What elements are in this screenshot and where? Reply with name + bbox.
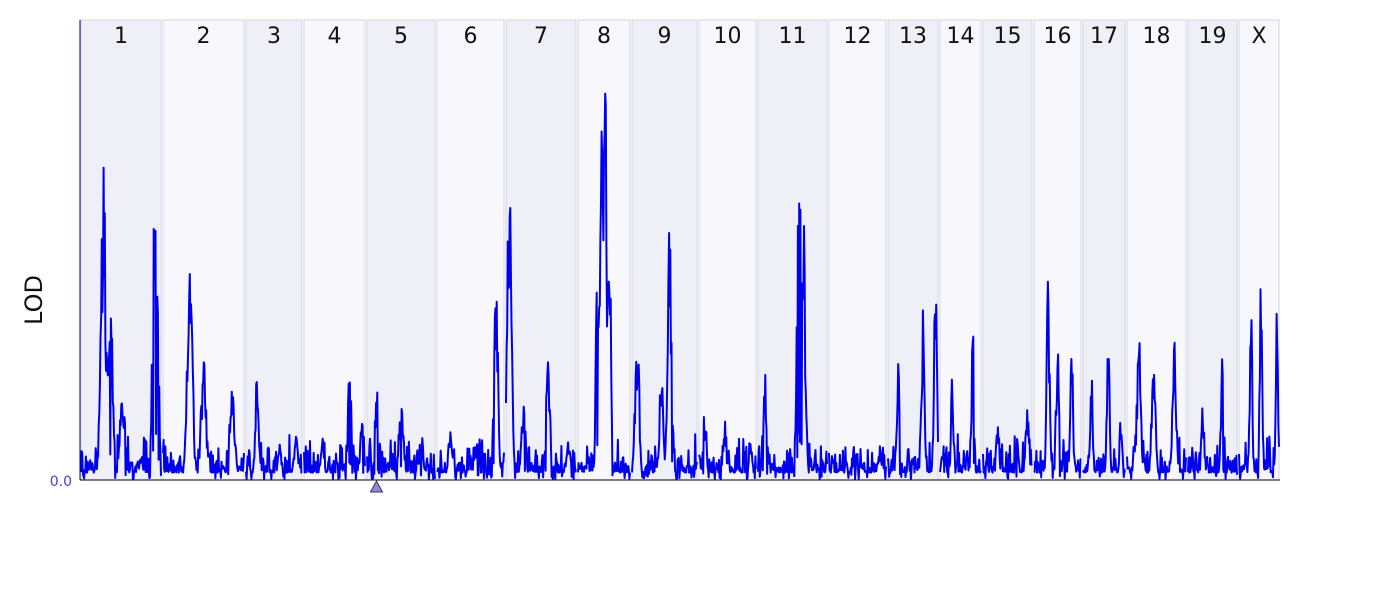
lod-line-chr-14 [939, 335, 982, 479]
chromosome-label-7: 7 [534, 24, 548, 49]
chromosome-label-10: 10 [714, 24, 742, 49]
y-axis-label: LOD [20, 275, 48, 325]
marker-triangle-icon[interactable] [369, 479, 384, 493]
chromosome-label-X: X [1251, 24, 1266, 49]
chromosome-label-5: 5 [394, 24, 408, 49]
lod-curve [80, 92, 1280, 480]
chromosome-band-7 [505, 19, 577, 481]
chromosome-band-3 [245, 19, 303, 481]
chromosome-band-11 [757, 19, 828, 481]
chromosome-band-19 [1187, 19, 1238, 481]
chromosome-label-8: 8 [597, 24, 611, 49]
lod-line-chr-13 [887, 303, 939, 480]
chromosome-band-2 [162, 19, 245, 481]
chromosome-label-11: 11 [779, 24, 807, 49]
chromosome-band-14 [939, 19, 982, 481]
chromosome-label-4: 4 [328, 24, 342, 49]
chromosome-label-6: 6 [464, 24, 478, 49]
chromosome-band-13 [887, 19, 939, 481]
chromosome-band-6 [436, 19, 505, 481]
chromosome-band-4 [303, 19, 366, 481]
chromosome-band-9 [631, 19, 698, 481]
lod-line-chr-2 [162, 273, 245, 480]
lod-line-chr-3 [245, 381, 303, 480]
lod-line-chr-15 [982, 409, 1033, 480]
lod-line-chr-12 [828, 445, 887, 480]
chromosome-label-13: 13 [899, 24, 927, 49]
lod-line-chr-6 [436, 300, 505, 480]
lod-line-chr-16 [1033, 280, 1082, 480]
chromosome-labels: 1 2 3 4 5 6 7 8 9 10 11 12 13 14 15 16 17 18 19 X [114, 24, 1267, 49]
chromosome-label-9: 9 [658, 24, 672, 49]
chromosome-band-8 [577, 19, 631, 481]
chromosome-label-15: 15 [994, 24, 1022, 49]
lod-line-chr-7 [505, 207, 577, 480]
lod-line-chr-5 [366, 391, 436, 480]
lod-line-chr-8 [577, 92, 631, 480]
chromosome-label-12: 12 [844, 24, 872, 49]
lod-line-chr-10 [698, 416, 757, 480]
lod-line-chr-18 [1126, 341, 1187, 480]
chromosome-band-15 [982, 19, 1033, 481]
lod-line-chr-4 [303, 381, 366, 480]
lod-line-chr-17 [1082, 358, 1126, 478]
chromosome-label-2: 2 [197, 24, 211, 49]
lod-line-chr-X [1238, 288, 1280, 480]
chromosome-bands [80, 19, 1280, 481]
chromosome-band-17 [1082, 19, 1126, 481]
lod-line-chr-1 [80, 166, 162, 480]
chromosome-label-1: 1 [114, 24, 128, 49]
chromosome-band-12 [828, 19, 887, 481]
chromosome-label-19: 19 [1199, 24, 1227, 49]
lod-line-chr-11 [757, 202, 828, 480]
chromosome-label-18: 18 [1143, 24, 1171, 49]
chromosome-label-3: 3 [267, 24, 281, 49]
lod-line-chr-19 [1187, 358, 1238, 480]
lod-line-chr-9 [631, 232, 698, 480]
chromosome-band-10 [698, 19, 757, 481]
chromosome-label-17: 17 [1090, 24, 1118, 49]
chromosome-label-16: 16 [1044, 24, 1072, 49]
chromosome-label-14: 14 [947, 24, 975, 49]
y-tick-label-zero: 0.0 [50, 474, 72, 490]
